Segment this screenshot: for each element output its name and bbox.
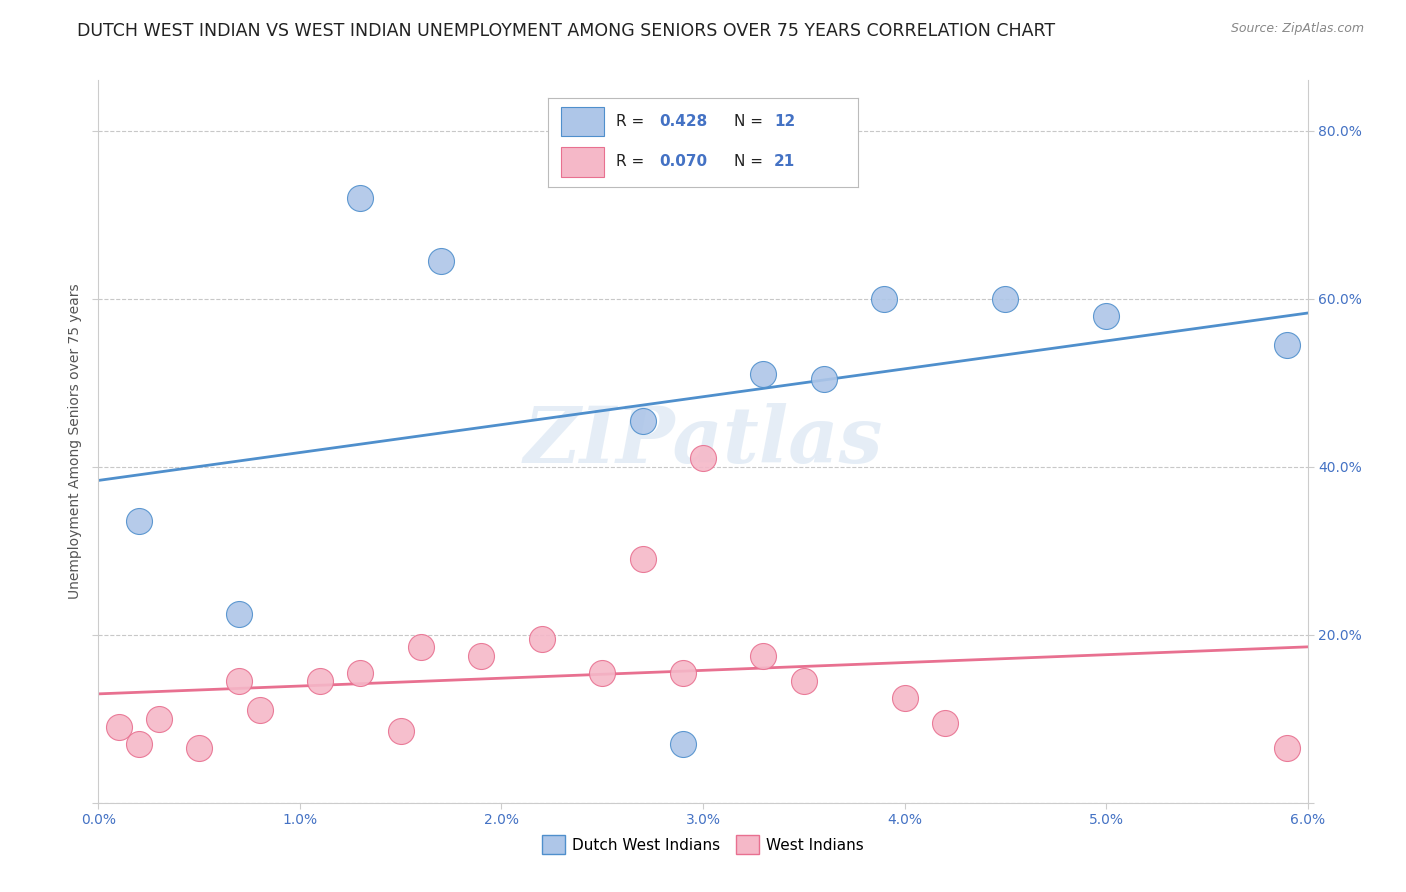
- Text: N =: N =: [734, 154, 768, 169]
- Point: [813, 371, 835, 385]
- Point: [530, 632, 553, 646]
- Point: [793, 673, 815, 688]
- Point: [934, 716, 956, 731]
- Point: [631, 413, 654, 427]
- Point: [228, 607, 250, 621]
- Point: [249, 703, 271, 717]
- Point: [672, 665, 695, 680]
- Point: [672, 737, 695, 751]
- Text: R =: R =: [616, 154, 650, 169]
- Text: N =: N =: [734, 114, 768, 129]
- Legend: Dutch West Indians, West Indians: Dutch West Indians, West Indians: [536, 830, 870, 860]
- Point: [752, 368, 775, 382]
- FancyBboxPatch shape: [561, 107, 605, 136]
- Point: [1277, 338, 1299, 352]
- Text: Source: ZipAtlas.com: Source: ZipAtlas.com: [1230, 22, 1364, 36]
- Point: [752, 648, 775, 663]
- Text: DUTCH WEST INDIAN VS WEST INDIAN UNEMPLOYMENT AMONG SENIORS OVER 75 YEARS CORREL: DUTCH WEST INDIAN VS WEST INDIAN UNEMPLO…: [77, 22, 1056, 40]
- Point: [1095, 309, 1118, 323]
- Point: [470, 648, 492, 663]
- Point: [349, 191, 371, 205]
- Point: [631, 552, 654, 566]
- Point: [893, 690, 915, 705]
- Point: [409, 640, 432, 655]
- Text: R =: R =: [616, 114, 650, 129]
- Point: [692, 451, 714, 466]
- Text: 12: 12: [775, 114, 796, 129]
- Point: [994, 292, 1017, 306]
- Point: [128, 737, 150, 751]
- Text: 21: 21: [775, 154, 796, 169]
- Point: [309, 673, 332, 688]
- Text: ZIPatlas: ZIPatlas: [523, 403, 883, 480]
- FancyBboxPatch shape: [561, 147, 605, 177]
- Point: [389, 724, 412, 739]
- Point: [873, 292, 896, 306]
- Y-axis label: Unemployment Among Seniors over 75 years: Unemployment Among Seniors over 75 years: [67, 284, 82, 599]
- Point: [591, 665, 613, 680]
- Point: [188, 741, 211, 756]
- Point: [107, 720, 129, 734]
- Text: 0.070: 0.070: [659, 154, 707, 169]
- Point: [1277, 741, 1299, 756]
- Text: 0.428: 0.428: [659, 114, 709, 129]
- Point: [349, 665, 371, 680]
- Point: [228, 673, 250, 688]
- Point: [128, 514, 150, 528]
- Point: [430, 253, 453, 268]
- Point: [148, 712, 170, 726]
